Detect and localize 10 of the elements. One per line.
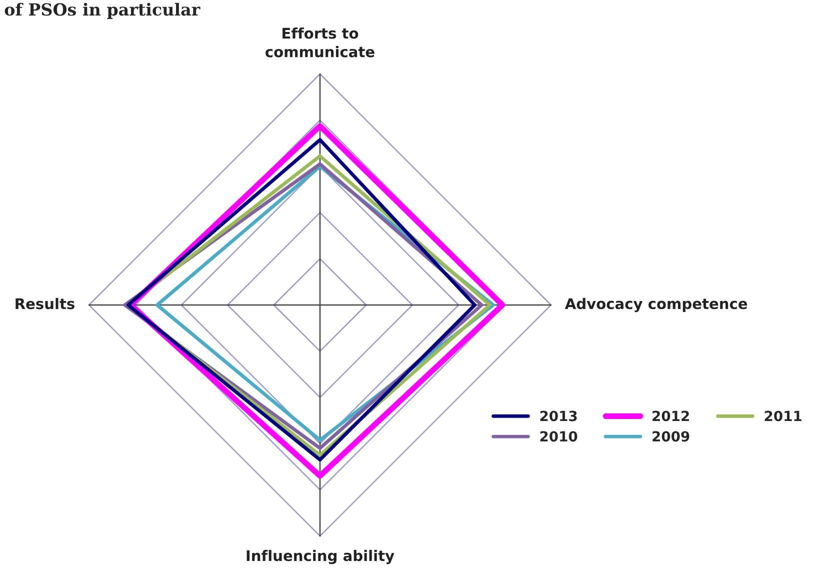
legend-label: 2012 <box>652 410 689 422</box>
spoke-label: Efforts to communicate <box>266 27 374 58</box>
legend-label: 2009 <box>652 431 690 442</box>
legend-label: 2013 <box>540 410 577 422</box>
spoke-label: Influencing ability <box>246 550 394 564</box>
spoke-label: Results <box>16 298 74 310</box>
legend-label: 2011 <box>764 410 802 422</box>
chart-title: of PSOs in particular <box>4 2 200 19</box>
spoke-label: Advocacy competence <box>564 298 748 312</box>
legend-label: 2010 <box>540 431 578 442</box>
